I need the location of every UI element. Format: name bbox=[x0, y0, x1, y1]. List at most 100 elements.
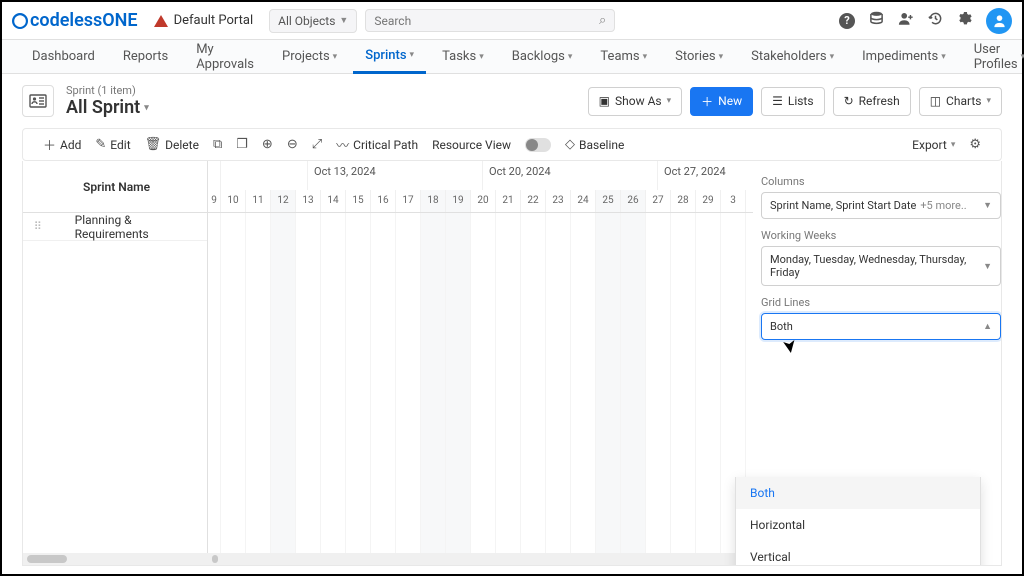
gear-icon[interactable] bbox=[957, 11, 972, 30]
nav-tab-my-approvals[interactable]: My Approvals bbox=[184, 40, 266, 74]
caret-down-icon: ▼ bbox=[339, 15, 348, 26]
topbar-actions: ? bbox=[839, 8, 1012, 34]
view-type-icon bbox=[22, 85, 54, 117]
top-bar: ⬤ codelessONE Default Portal All Objects… bbox=[2, 2, 1022, 40]
database-icon[interactable] bbox=[869, 11, 884, 30]
nav-tab-tasks[interactable]: Tasks▾ bbox=[430, 40, 496, 74]
resource-view-label: Resource View bbox=[432, 138, 511, 152]
logo-icon: ⬤ bbox=[12, 13, 28, 29]
gantt-body[interactable] bbox=[208, 213, 753, 565]
object-filter-label: All Objects bbox=[278, 14, 335, 28]
task-list-scrollbar[interactable] bbox=[23, 553, 208, 565]
critical-path-button[interactable]: 〰Critical Path bbox=[336, 135, 418, 154]
export-button[interactable]: Export▾ bbox=[912, 138, 955, 152]
caret-down-icon: ▾ bbox=[568, 52, 573, 62]
gantt-day-header: 17 bbox=[396, 190, 421, 212]
nav-tab-reports[interactable]: Reports bbox=[111, 40, 180, 74]
baseline-button[interactable]: ◇Baseline bbox=[565, 137, 624, 152]
gridlines-option-both[interactable]: Both bbox=[736, 477, 980, 509]
caret-down-icon: ▾ bbox=[479, 52, 484, 62]
baseline-icon: ◇ bbox=[565, 137, 575, 152]
gantt-toolbar: ＋Add ✎Edit 🗑Delete ⧉ ❐ ⊕ ⊖ ⤢ 〰Critical P… bbox=[22, 128, 1002, 161]
caret-down-icon: ▾ bbox=[410, 50, 415, 60]
caret-down-icon: ▾ bbox=[144, 103, 149, 113]
gantt-day-header: 22 bbox=[521, 190, 546, 212]
main-nav: DashboardReportsMy ApprovalsProjects▾Spr… bbox=[2, 40, 1022, 74]
fit-icon[interactable]: ⤢ bbox=[312, 137, 322, 152]
working-weeks-select[interactable]: Monday, Tuesday, Wednesday, Thursday, Fr… bbox=[761, 246, 1001, 286]
caret-down-icon: ▾ bbox=[951, 140, 956, 150]
user-add-icon[interactable] bbox=[898, 11, 914, 30]
zoom-out-icon[interactable]: ⊖ bbox=[287, 137, 298, 152]
help-icon[interactable]: ? bbox=[839, 13, 855, 29]
gantt-day-header: 26 bbox=[621, 190, 646, 212]
sprint-name-cell: Planning & Requirements bbox=[53, 213, 207, 241]
gantt-day-header: 24 bbox=[571, 190, 596, 212]
gantt-header: Oct 13, 2024Oct 20, 2024Oct 27, 2024 910… bbox=[208, 161, 753, 213]
caret-down-icon: ▾ bbox=[667, 96, 672, 106]
new-button[interactable]: ＋New bbox=[690, 87, 753, 116]
caret-down-icon: ▾ bbox=[719, 52, 724, 62]
lists-button[interactable]: ☰Lists bbox=[761, 87, 824, 116]
nav-tab-user-profiles[interactable]: User Profiles▾ bbox=[962, 40, 1024, 74]
collapse-all-icon[interactable]: ❐ bbox=[236, 137, 248, 152]
gantt-day-header: 25 bbox=[596, 190, 621, 212]
search-input-wrap[interactable]: ⌕ bbox=[365, 9, 615, 32]
refresh-button[interactable]: ↻Refresh bbox=[833, 87, 911, 116]
show-as-button[interactable]: ▣Show As▾ bbox=[588, 87, 682, 116]
trash-icon: 🗑 bbox=[145, 137, 162, 152]
nav-tab-impediments[interactable]: Impediments▾ bbox=[850, 40, 958, 74]
path-icon: 〰 bbox=[336, 135, 349, 154]
page-title[interactable]: All Sprint ▾ bbox=[66, 97, 576, 118]
gridlines-option-vertical[interactable]: Vertical bbox=[736, 541, 980, 566]
gantt-day-header: 21 bbox=[496, 190, 521, 212]
gantt-day-header: 11 bbox=[246, 190, 271, 212]
columns-select[interactable]: Sprint Name, Sprint Start Date+5 more.. … bbox=[761, 192, 1001, 219]
app-logo[interactable]: ⬤ codelessONE bbox=[12, 10, 138, 31]
nav-tab-projects[interactable]: Projects▾ bbox=[270, 40, 349, 74]
caret-down-icon: ▾ bbox=[1021, 52, 1024, 62]
refresh-icon: ↻ bbox=[844, 94, 854, 108]
nav-tab-teams[interactable]: Teams▾ bbox=[588, 40, 659, 74]
portal-selector[interactable]: Default Portal bbox=[146, 9, 262, 32]
history-icon[interactable] bbox=[928, 11, 943, 30]
search-input[interactable] bbox=[374, 14, 599, 28]
page-title-text: All Sprint bbox=[66, 97, 140, 118]
gantt-day-header: 12 bbox=[271, 190, 296, 212]
delete-button[interactable]: 🗑Delete bbox=[145, 137, 199, 152]
object-filter[interactable]: All Objects ▼ bbox=[269, 9, 357, 33]
nav-tab-stakeholders[interactable]: Stakeholders▾ bbox=[739, 40, 846, 74]
zoom-in-icon[interactable]: ⊕ bbox=[262, 137, 273, 152]
gantt-day-header: 15 bbox=[346, 190, 371, 212]
expand-all-icon[interactable]: ⧉ bbox=[213, 137, 222, 152]
table-row[interactable]: ⠿ Planning & Requirements bbox=[23, 213, 207, 241]
nav-tab-dashboard[interactable]: Dashboard bbox=[20, 40, 107, 74]
settings-icon[interactable]: ⚙ bbox=[969, 137, 981, 152]
nav-tab-stories[interactable]: Stories▾ bbox=[663, 40, 735, 74]
resource-view-toggle[interactable] bbox=[525, 138, 551, 152]
nav-tab-backlogs[interactable]: Backlogs▾ bbox=[500, 40, 585, 74]
list-icon: ☰ bbox=[772, 94, 783, 108]
logo-text: codelessONE bbox=[30, 10, 138, 31]
gridlines-option-horizontal[interactable]: Horizontal bbox=[736, 509, 980, 541]
gantt-day-header: 18 bbox=[421, 190, 446, 212]
caret-down-icon: ▼ bbox=[983, 200, 992, 211]
caret-up-icon: ▲ bbox=[983, 321, 992, 332]
page-subtitle: Sprint (1 item) bbox=[66, 84, 576, 97]
sprint-name-header[interactable]: Sprint Name bbox=[43, 180, 207, 194]
nav-tab-sprints[interactable]: Sprints▾ bbox=[353, 40, 426, 74]
chart-icon: ◫ bbox=[930, 94, 941, 108]
drag-handle-icon[interactable]: ⠿ bbox=[23, 220, 53, 233]
add-button[interactable]: ＋Add bbox=[43, 135, 81, 154]
gantt-scrollbar[interactable] bbox=[208, 553, 753, 565]
charts-button[interactable]: ◫Charts▾ bbox=[919, 87, 1002, 116]
gantt-day-header: 19 bbox=[446, 190, 471, 212]
caret-down-icon: ▾ bbox=[941, 52, 946, 62]
gantt-week-header: Oct 13, 2024 bbox=[308, 161, 483, 190]
gridlines-select[interactable]: Both ▲ bbox=[761, 313, 1001, 340]
edit-button[interactable]: ✎Edit bbox=[95, 137, 130, 152]
caret-down-icon: ▾ bbox=[643, 52, 648, 62]
columns-label: Columns bbox=[761, 175, 1001, 188]
user-avatar[interactable] bbox=[986, 8, 1012, 34]
gridlines-dropdown: BothHorizontalVerticalNone bbox=[735, 477, 981, 566]
